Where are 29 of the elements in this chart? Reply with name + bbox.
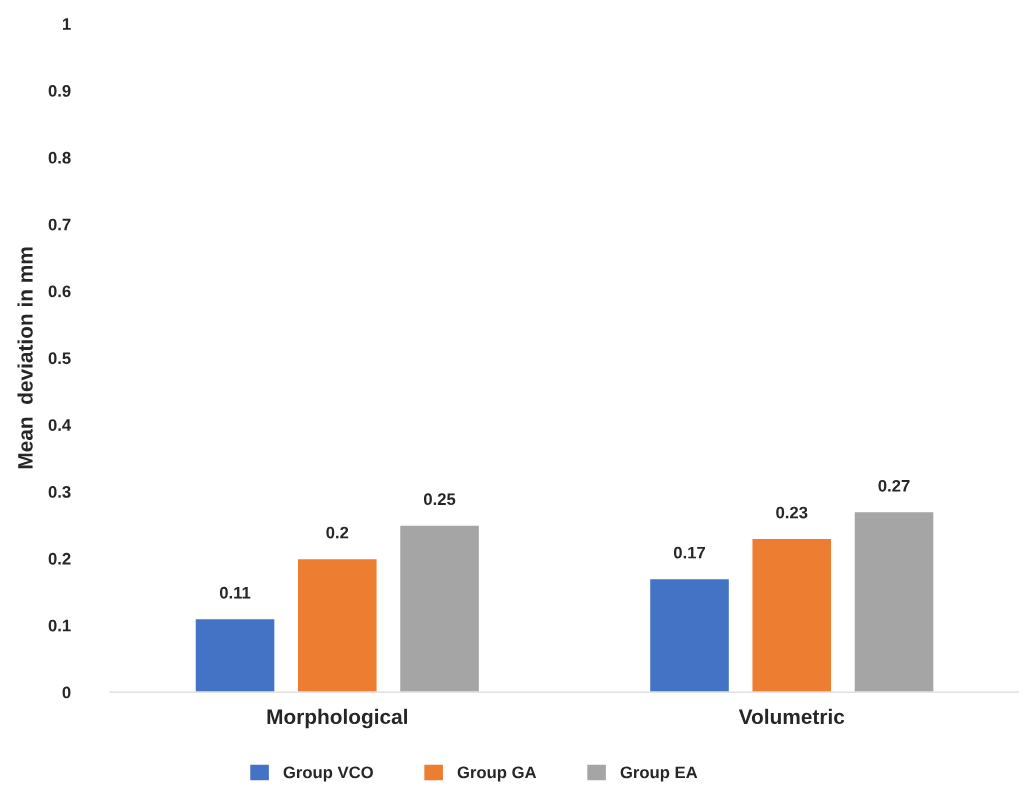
bar [194,617,276,693]
x-tick-label: Volumetric [738,708,845,725]
data-label: 0.17 [673,546,705,559]
data-label: 0.27 [878,479,910,492]
y-tick-label: 0.3 [48,486,71,498]
y-tick-label: 0 [62,686,71,699]
legend-label: Group EA [620,766,698,782]
legend-label: Group VCO [283,766,373,782]
data-label: 0.2 [326,526,349,539]
bar [853,510,935,693]
y-tick-label: 1 [62,18,71,30]
y-tick-label: 0.5 [48,352,71,365]
data-label: 0.25 [423,493,456,506]
x-tick-label: Morphological [267,708,407,729]
bar [398,524,481,693]
data-label: 0.11 [219,586,251,599]
y-axis-title: Mean deviation in mm [17,247,33,469]
y-tick-label: 0.6 [48,285,71,298]
bar [296,557,378,693]
y-tick-label: 0.7 [48,218,71,231]
y-tick-label: 0.4 [48,419,72,431]
data-label: 0.23 [776,506,808,519]
y-tick-label: 0.8 [48,151,71,164]
y-tick-label: 0.2 [48,552,71,565]
y-tick-label: 0.9 [48,84,71,97]
legend-label: Group GA [457,766,537,782]
bar [648,577,731,693]
bar [751,537,833,693]
y-tick-label: 0.1 [48,619,71,632]
